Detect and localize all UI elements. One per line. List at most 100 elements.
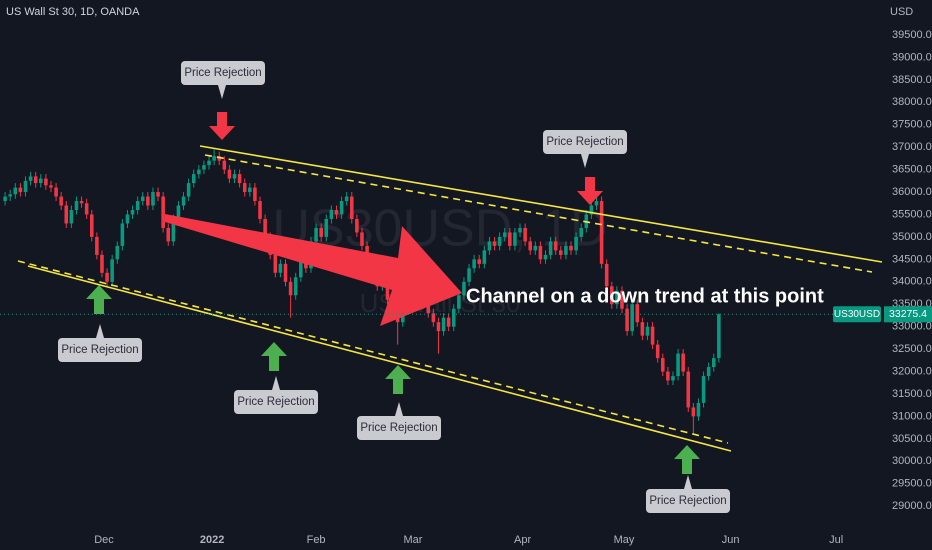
candle-body [339, 201, 344, 215]
callout-text: Price Rejection [546, 136, 623, 148]
candle-body [207, 160, 211, 166]
x-tick-label: Feb [307, 534, 326, 546]
candle-body [431, 313, 436, 323]
candle-body [457, 295, 461, 309]
candle-body [140, 196, 145, 202]
candle-body [217, 156, 222, 161]
callout-text: Price Rejection [184, 67, 261, 79]
symbol-tag-text: US30USD [834, 309, 880, 320]
candle-body [293, 277, 298, 296]
candle-body [248, 187, 252, 193]
x-tick-label: Jul [829, 534, 843, 546]
callout-text: Price Rejection [360, 422, 437, 434]
candle-body [574, 236, 578, 251]
candle-body [640, 322, 645, 336]
candle-body [355, 218, 359, 233]
callout: Price Rejection [234, 376, 318, 414]
y-tick-label: 31000.0 [892, 410, 932, 422]
callout: Price Rejection [646, 475, 730, 513]
candle-body [671, 376, 675, 381]
down-arrow [209, 112, 235, 140]
y-tick-label: 39500.0 [892, 29, 932, 41]
channel [17, 145, 883, 452]
y-tick-label: 38000.0 [892, 96, 932, 108]
candle-body [518, 227, 522, 233]
symbol-tag [833, 306, 881, 323]
candle-body [615, 290, 619, 305]
candle-body [8, 194, 12, 197]
x-tick-label: Mar [403, 534, 422, 546]
y-tick-label: 35000.0 [892, 231, 932, 243]
currency: USD [890, 6, 913, 18]
y-tick-label: 30500.0 [892, 433, 932, 445]
candle-body [482, 250, 487, 264]
candle-body [161, 196, 165, 228]
candle-body [95, 236, 99, 255]
candle-body [625, 308, 629, 332]
callout: Price Rejection [181, 61, 265, 99]
candle-body [13, 187, 18, 195]
y-tick-label: 32000.0 [892, 365, 932, 377]
y-tick-label: 32500.0 [892, 343, 932, 355]
candle-body [660, 358, 665, 372]
price-tag-text: 33275.4 [889, 308, 927, 320]
candle-body [650, 326, 655, 345]
candle-body [191, 174, 196, 184]
up-arrow [261, 342, 287, 371]
up-arrows [86, 285, 700, 474]
candle-body [451, 308, 456, 327]
candle-body [54, 187, 58, 197]
candle-body [222, 160, 227, 170]
y-tick-label: 29500.0 [892, 478, 932, 490]
callout-text: Price Rejection [649, 495, 726, 507]
lower-dashed-line [17, 260, 729, 444]
candle-body [610, 286, 614, 305]
candle-body [436, 322, 441, 332]
candle-body [696, 402, 701, 417]
candle-body [538, 245, 543, 260]
candle-body [18, 187, 23, 193]
y-tick-label: 34500.0 [892, 253, 932, 265]
candle-body [120, 223, 125, 246]
candle-body [314, 227, 318, 242]
candle-body [620, 290, 624, 309]
up-arrow [385, 365, 411, 394]
candle-body [69, 210, 74, 224]
candle-body [467, 268, 471, 282]
candle-body [487, 241, 492, 251]
candle-body [242, 183, 247, 193]
candle-body [176, 205, 181, 219]
candle-body [523, 227, 527, 242]
channel-note: Channel on a down trend at this point [466, 285, 824, 307]
candle-body [28, 176, 33, 181]
price-tag [884, 306, 932, 323]
candle-body [79, 201, 84, 204]
candle-body [706, 367, 711, 377]
candle-body [125, 214, 130, 224]
candle-body [115, 245, 120, 260]
candle-body [64, 205, 69, 224]
candle-body [151, 192, 155, 206]
candle-body [579, 227, 583, 237]
candle-body [263, 218, 267, 237]
candle-body [360, 232, 364, 246]
candle-body [49, 185, 53, 188]
candle-body [543, 254, 548, 260]
candle-body [135, 201, 140, 210]
up-arrow [674, 445, 700, 474]
candle-body [564, 245, 568, 255]
candle-body [110, 259, 114, 282]
candle-body [635, 304, 640, 323]
candle-body [472, 259, 476, 269]
down-arrow [577, 177, 603, 205]
y-tick-label: 36000.0 [892, 186, 932, 198]
y-tick-label: 30000.0 [892, 455, 932, 467]
candle-body [553, 241, 558, 251]
y-tick-label: 36500.0 [892, 164, 932, 176]
candle-body [283, 263, 288, 282]
x-tick-label: 2022 [200, 534, 224, 546]
candle-body [3, 196, 7, 202]
candle-body [278, 263, 283, 273]
